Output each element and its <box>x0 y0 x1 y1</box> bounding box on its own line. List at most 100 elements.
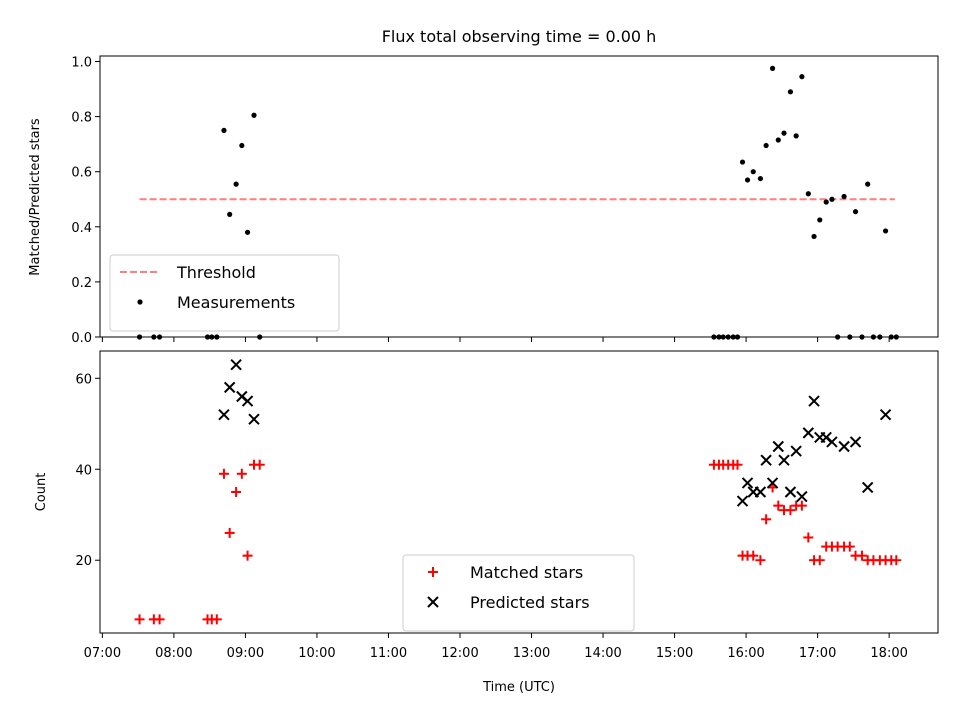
x-tick-label: 15:00 <box>656 646 693 661</box>
predicted-star-point <box>772 440 784 453</box>
matched-star-point <box>856 550 867 561</box>
predicted-star-point <box>778 454 790 466</box>
x-tick-label: 09:00 <box>227 646 264 661</box>
predicted-star-point <box>879 408 892 421</box>
top-y-axis-label: Matched/Predicted stars <box>28 118 43 276</box>
measurement-point <box>847 334 853 340</box>
measurement-point <box>882 228 889 234</box>
legend-matched-swatch <box>428 567 438 577</box>
y-tick-label: 0.8 <box>71 111 92 126</box>
predicted-star-point <box>218 408 230 421</box>
predicted-star-point <box>766 477 779 489</box>
measurement-point <box>893 334 899 340</box>
measurement-point <box>734 334 741 340</box>
predicted-star-point <box>760 454 772 466</box>
predicted-star-point <box>826 436 838 448</box>
matched-star-point <box>773 500 784 511</box>
bottom-points-layer <box>134 358 902 625</box>
measurement-point <box>841 193 847 200</box>
matched-star-point <box>755 555 766 566</box>
measurement-point <box>793 133 799 139</box>
x-tick-label: 10:00 <box>298 646 335 661</box>
y-tick-label: 60 <box>75 372 92 387</box>
measurement-point <box>888 334 894 340</box>
measurement-point <box>877 334 883 340</box>
predicted-star-point <box>790 445 802 457</box>
matched-star-point <box>134 614 145 625</box>
measurement-point <box>730 334 736 340</box>
legend-label: Threshold <box>176 263 256 282</box>
measurement-point <box>870 334 877 340</box>
top-plot-frame <box>99 55 939 338</box>
y-tick-label: 0.2 <box>71 276 92 291</box>
measurement-point <box>204 334 211 340</box>
predicted-star-point <box>741 477 754 489</box>
measurement-point <box>136 334 143 340</box>
matched-star-point <box>761 514 772 525</box>
measurement-point <box>769 65 776 71</box>
measurement-point <box>805 191 811 197</box>
x-tick-label: 13:00 <box>513 646 550 661</box>
measurement-point <box>725 334 731 340</box>
measurement-point <box>781 130 787 136</box>
y-tick-label: 0.4 <box>71 221 92 236</box>
measurement-point <box>711 334 717 340</box>
measurement-point <box>156 334 163 340</box>
predicted-star-point <box>861 481 874 494</box>
x-tick-label: 12:00 <box>441 646 478 661</box>
x-tick-label: 14:00 <box>584 646 621 661</box>
y-tick-label: 20 <box>75 554 92 569</box>
matched-star-point <box>803 532 814 543</box>
measurement-point <box>221 127 227 133</box>
top-axis-ticks: 0.0 0.2 0.4 0.6 0.8 1.0 <box>71 56 890 346</box>
y-tick-label: 0.6 <box>71 166 92 181</box>
matched-star-point <box>891 555 902 566</box>
top-panel: Flux total observing time = 0.00 h Match… <box>28 27 939 346</box>
measurement-point <box>835 334 841 340</box>
legend-measurement-swatch <box>137 299 143 305</box>
measurement-point <box>852 209 859 215</box>
x-tick-label: 07:00 <box>84 646 121 661</box>
predicted-star-point <box>838 440 850 453</box>
measurement-point <box>750 169 756 175</box>
matched-star-point <box>218 468 229 479</box>
matched-star-point <box>242 550 253 561</box>
matched-star-point <box>224 527 235 538</box>
x-tick-label: 18:00 <box>870 646 907 661</box>
measurement-point <box>720 334 726 340</box>
measurement-point <box>227 211 233 218</box>
predicted-star-point <box>808 395 820 407</box>
measurement-point <box>799 74 805 80</box>
measurement-point <box>244 229 251 235</box>
matched-star-point <box>732 459 743 470</box>
measurement-point <box>739 159 746 165</box>
predicted-star-point <box>796 490 808 503</box>
matched-star-point <box>211 614 222 625</box>
measurement-point <box>829 196 835 202</box>
measurement-point <box>251 112 257 118</box>
legend-box <box>402 554 635 632</box>
measurement-point <box>257 334 263 340</box>
y-tick-label: 0.0 <box>71 331 92 346</box>
matched-star-point <box>796 500 807 511</box>
measurement-point <box>239 142 245 149</box>
legend-label: Matched stars <box>470 563 583 582</box>
matched-star-point <box>254 459 265 470</box>
measurement-point <box>209 334 215 340</box>
measurement-point <box>823 199 829 205</box>
measurement-point <box>151 334 157 340</box>
matched-star-point <box>231 487 242 497</box>
predicted-star-point <box>241 395 254 407</box>
x-tick-label: 08:00 <box>155 646 192 661</box>
measurement-point <box>233 181 239 187</box>
predicted-star-point <box>223 381 236 394</box>
chart-title: Flux total observing time = 0.00 h <box>382 27 657 46</box>
legend-predicted-swatch <box>427 596 439 608</box>
matched-star-point <box>236 468 247 479</box>
matched-star-point <box>844 541 855 552</box>
x-tick-label: 16:00 <box>727 646 764 661</box>
matched-star-point <box>154 614 165 625</box>
bottom-legend: Matched stars Predicted stars <box>402 554 635 632</box>
